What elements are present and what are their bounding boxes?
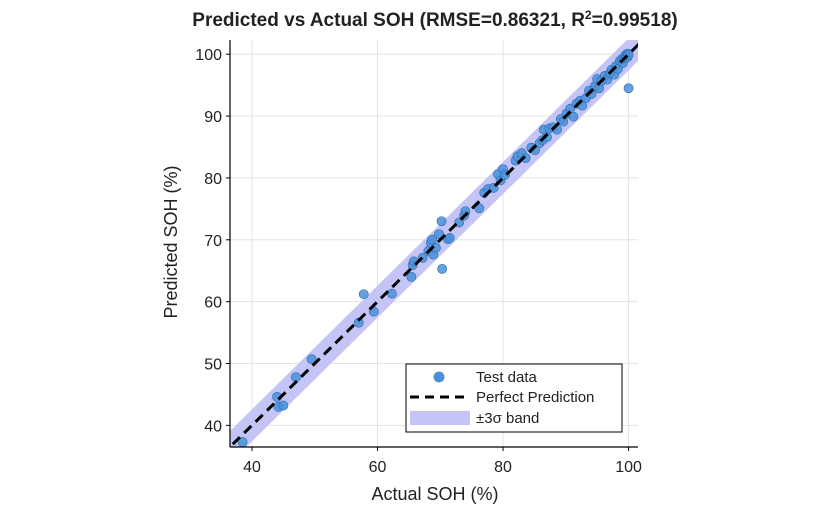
y-tick-label-50: 50 [204, 356, 222, 373]
y-tick-label-40: 40 [204, 418, 222, 435]
y-tick-label-90: 90 [204, 109, 222, 126]
y-tick-label-100: 100 [195, 47, 222, 64]
data-point-20 [436, 216, 447, 227]
legend-label-sigma-band: ±3σ band [476, 410, 539, 427]
legend-marker-sigma-band [410, 411, 470, 425]
data-point-5 [306, 354, 317, 365]
data-point-7 [358, 289, 369, 300]
y-axis-label: Predicted SOH (%) [161, 165, 181, 318]
y-tick-label-70: 70 [204, 233, 222, 250]
x-tick-label-100: 100 [615, 459, 642, 476]
chart-title: Predicted vs Actual SOH (RMSE=0.86321, R… [192, 8, 677, 31]
data-point-10 [406, 272, 417, 282]
y-tick-label-80: 80 [204, 171, 222, 188]
data-point-52 [568, 111, 579, 122]
legend-marker-test-data [433, 371, 445, 383]
legend-label-perfect-prediction: Perfect Prediction [476, 389, 594, 406]
legend: Test data Perfect Prediction ±3σ band [405, 363, 623, 433]
perfect-prediction-line-group [230, 42, 638, 447]
x-axis-label: Actual SOH (%) [371, 484, 498, 504]
legend-label-test-data: Test data [476, 369, 538, 386]
axes [229, 40, 638, 448]
x-tick-label-80: 80 [494, 459, 512, 476]
data-point-3 [278, 400, 289, 411]
data-point-16 [427, 234, 438, 245]
perfect-prediction-line [230, 42, 638, 447]
data-point-9 [387, 288, 397, 299]
data-point-23 [444, 233, 455, 243]
data-point-79 [623, 83, 634, 94]
x-tick-label-60: 60 [369, 459, 387, 476]
y-tick-label-60: 60 [204, 295, 222, 312]
data-point-27 [474, 203, 485, 214]
data-point-21 [437, 263, 448, 274]
data-point-19 [434, 229, 444, 240]
x-tick-label-40: 40 [243, 459, 261, 476]
tick-labels: 40 60 80 100 40 50 60 70 80 90 100 [195, 47, 642, 476]
data-point-6 [353, 317, 364, 328]
